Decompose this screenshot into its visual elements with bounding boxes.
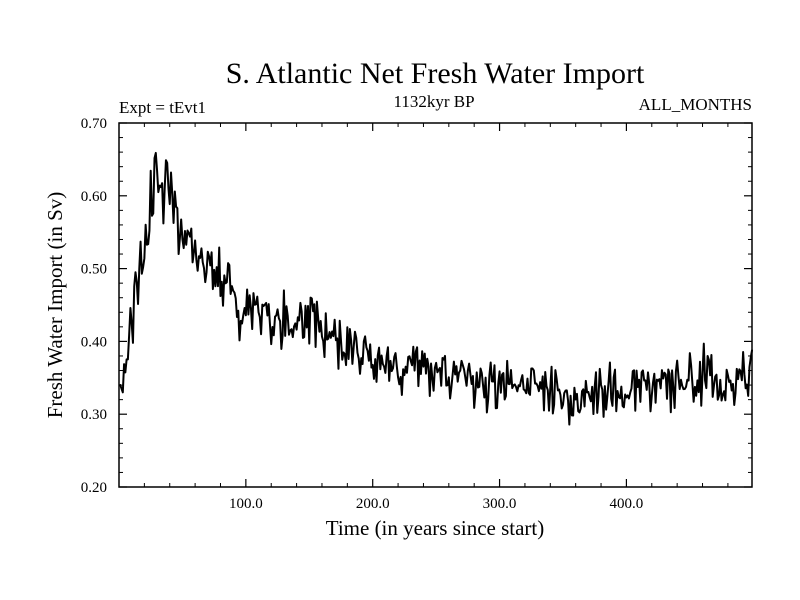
y-axis-label: Fresh Water Import (in Sv) (43, 192, 67, 419)
chart-subtitle-months: ALL_MONTHS (639, 95, 752, 114)
y-tick-label: 0.30 (81, 407, 107, 423)
chart-title: S. Atlantic Net Fresh Water Import (226, 57, 645, 90)
y-tick-label: 0.40 (81, 334, 107, 350)
x-tick-label: 200.0 (356, 496, 390, 512)
x-axis-label: Time (in years since start) (326, 516, 545, 540)
x-tick-label: 300.0 (483, 496, 517, 512)
y-tick-label: 0.60 (81, 189, 107, 205)
chart-subtitle-period: 1132kyr BP (393, 92, 474, 111)
y-tick-label: 0.50 (81, 262, 107, 278)
series-line (119, 151, 753, 426)
axis-ticks: 100.0 200.0 300.0 400.0 0.20 0.30 0.40 0.50 0.60… (81, 116, 752, 512)
x-tick-label: 400.0 (610, 496, 644, 512)
x-tick-label: 100.0 (229, 496, 263, 512)
chart-subtitle-experiment: Expt = tEvt1 (119, 98, 206, 117)
y-tick-label: 0.20 (81, 480, 107, 496)
y-tick-label: 0.70 (81, 116, 107, 132)
plot-frame (118, 122, 753, 488)
